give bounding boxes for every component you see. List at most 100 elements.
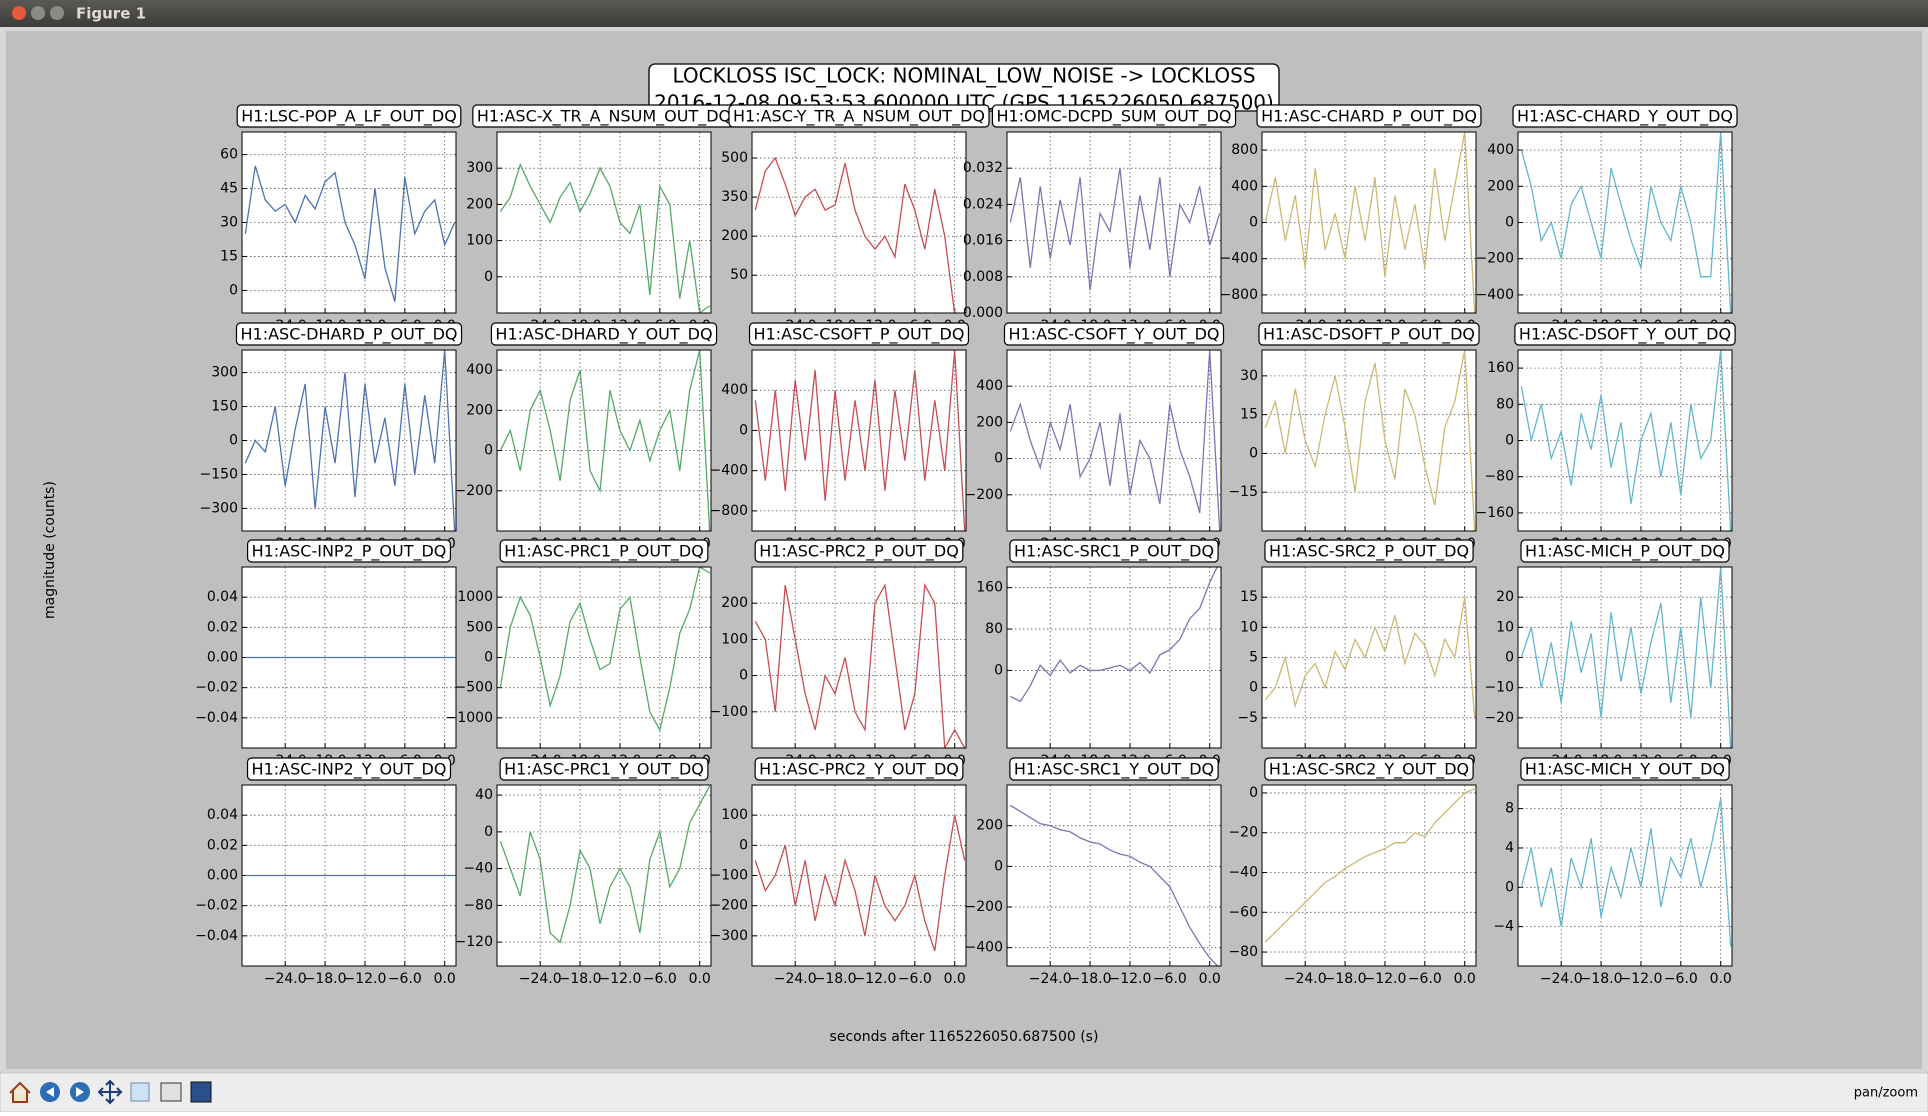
y-axis-label: magnitude (counts) — [42, 481, 58, 619]
y-tick-label: 200 — [976, 414, 1003, 430]
data-line — [754, 156, 956, 313]
y-tick-label: 0.02 — [207, 619, 238, 635]
subplot-title: H1:ASC-CSOFT_P_OUT_DQ — [754, 325, 965, 345]
pan-button[interactable] — [97, 1079, 123, 1105]
x-tick-label: −12.0 — [853, 971, 896, 987]
y-tick-label: −5 — [1237, 710, 1258, 726]
data-line — [1009, 168, 1221, 291]
data-line — [1009, 804, 1219, 966]
y-tick-label: 0.008 — [963, 269, 1003, 285]
axes-frame — [1006, 784, 1222, 967]
subplot: −80 −60 −40 −20 0 −24.0−18.0−12.0 −6.0 0.0 — [1228, 784, 1477, 987]
data-line — [499, 785, 711, 944]
data-line — [499, 162, 711, 313]
home-button[interactable] — [9, 1081, 31, 1103]
y-tick-label: 200 — [976, 818, 1003, 834]
axes-background — [1007, 567, 1221, 748]
minimize-button[interactable] — [31, 6, 45, 20]
subplot-title-box — [754, 757, 964, 781]
subplot-title: H1:ASC-MICH_P_OUT_DQ — [1525, 542, 1725, 562]
axes-frame — [241, 566, 457, 749]
subplot-title-box — [1514, 322, 1736, 346]
y-tick-label: 400 — [721, 382, 748, 398]
data-line — [1010, 567, 1218, 703]
y-tick-label: 0 — [1249, 785, 1258, 801]
y-tick-label: 0 — [484, 824, 493, 840]
y-tick-label: 0 — [1249, 680, 1258, 696]
close-button[interactable] — [12, 6, 26, 20]
data-line — [1009, 350, 1221, 531]
data-line — [1520, 132, 1732, 313]
y-tick-label: 80 — [985, 621, 1003, 637]
y-tick-label: 100 — [721, 631, 748, 647]
y-tick-label: 200 — [721, 595, 748, 611]
x-tick-label: −6.0 — [1408, 971, 1442, 987]
subplot-title-box — [754, 539, 964, 563]
y-tick-label: 0.016 — [963, 233, 1003, 249]
y-tick-label: 0.032 — [963, 160, 1003, 176]
y-tick-label: −800 — [710, 503, 748, 519]
y-tick-label: 0.04 — [207, 589, 238, 605]
subplot-title: H1:ASC-INP2_P_OUT_DQ — [252, 542, 447, 562]
subplot: −4 0 4 8 −24.0−18.0−12.0 −6.0 0.0 — [1493, 784, 1733, 987]
x-tick-label: −24.0 — [1029, 971, 1072, 987]
data-line — [1264, 350, 1476, 531]
y-tick-label: 200 — [466, 402, 493, 418]
y-tick-label: −100 — [710, 704, 748, 720]
y-tick-label: 500 — [466, 619, 493, 635]
y-tick-label: −200 — [455, 483, 493, 499]
axes-frame — [751, 566, 967, 749]
subplot-title: H1:ASC-SRC2_P_OUT_DQ — [1269, 542, 1469, 562]
maximize-button[interactable] — [50, 6, 64, 20]
x-tick-label: −24.0 — [264, 971, 307, 987]
y-tick-label: 0 — [1505, 215, 1514, 231]
x-tick-label: −6.0 — [898, 971, 932, 987]
zoom-button[interactable] — [130, 1082, 150, 1102]
y-tick-label: 15 — [1240, 407, 1258, 423]
y-tick-label: −300 — [200, 500, 238, 516]
y-tick-label: 0 — [994, 662, 1003, 678]
axes-frame — [1261, 131, 1477, 314]
y-tick-label: 40 — [475, 787, 493, 803]
x-tick-label: −24.0 — [519, 971, 562, 987]
subplot-title: H1:ASC-PRC1_Y_OUT_DQ — [504, 760, 704, 780]
subplots-button[interactable] — [160, 1082, 182, 1102]
y-tick-label: −200 — [1476, 251, 1514, 267]
y-tick-label: −0.02 — [195, 898, 238, 914]
y-tick-label: 300 — [211, 365, 238, 381]
y-tick-label: −120 — [455, 934, 493, 950]
subplot-title-box — [1520, 757, 1730, 781]
forward-arrow — [76, 1087, 84, 1097]
y-tick-label: 1000 — [457, 589, 493, 605]
data-line — [754, 350, 966, 531]
y-tick-label: −20 — [1484, 710, 1514, 726]
axes-background — [1262, 350, 1476, 531]
y-tick-label: 0 — [1505, 433, 1514, 449]
axes-frame — [1261, 349, 1477, 532]
y-tick-label: −80 — [1228, 944, 1258, 960]
y-tick-label: 0 — [1505, 650, 1514, 666]
save-button[interactable] — [190, 1081, 212, 1103]
subplot-title: H1:ASC-PRC1_P_OUT_DQ — [504, 542, 704, 562]
y-tick-label: 300 — [466, 160, 493, 176]
back-arrow — [46, 1087, 54, 1097]
y-tick-label: 10 — [1240, 619, 1258, 635]
data-line — [1520, 567, 1732, 748]
data-line — [1264, 788, 1475, 943]
y-tick-label: 60 — [220, 147, 238, 163]
axes-background — [1262, 132, 1476, 313]
subplot-title: H1:ASC-PRC2_Y_OUT_DQ — [759, 760, 959, 780]
axes-frame — [751, 349, 967, 532]
subplot-title-box — [1264, 757, 1474, 781]
subplot-title: H1:ASC-SRC1_Y_OUT_DQ — [1014, 760, 1214, 780]
data-line — [754, 815, 966, 952]
subplot-title-box — [1009, 757, 1219, 781]
y-tick-label: 0 — [1505, 879, 1514, 895]
subplot-title: H1:ASC-CSOFT_Y_OUT_DQ — [1008, 325, 1219, 345]
x-tick-label: −24.0 — [1284, 971, 1327, 987]
x-tick-label: −6.0 — [643, 971, 677, 987]
y-tick-label: 80 — [1496, 396, 1514, 412]
subplot-title: H1:ASC-DSOFT_P_OUT_DQ — [1263, 325, 1475, 345]
